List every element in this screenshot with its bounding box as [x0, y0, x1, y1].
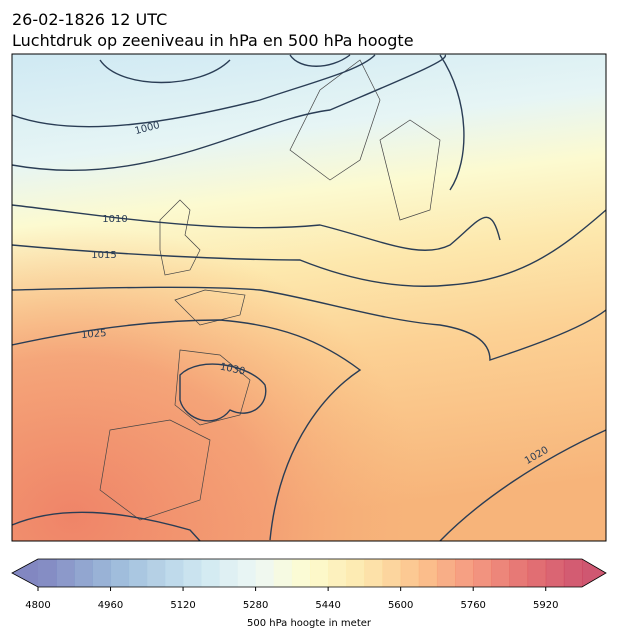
colorbar-segment	[74, 559, 93, 587]
colorbar-tick-label: 5280	[243, 600, 268, 611]
subtitle: Luchtdruk op zeeniveau in hPa en 500 hPa…	[12, 31, 414, 50]
colorbar-segment	[473, 559, 492, 587]
isobar	[12, 286, 606, 361]
colorbar-segment	[310, 559, 329, 587]
colorbar-tick-label: 4960	[98, 600, 123, 611]
isobar-label: 1025	[81, 328, 107, 341]
colorbar-segment	[400, 559, 420, 587]
colorbar-extend	[582, 559, 606, 587]
colorbar-segment	[219, 559, 238, 587]
colorbar-segment	[491, 559, 510, 587]
colorbar-tick-label: 5760	[460, 600, 485, 611]
colorbar-segment	[183, 559, 202, 587]
colorbar-segment	[509, 559, 529, 587]
isobar	[179, 363, 267, 422]
map-frame	[11, 53, 607, 542]
isobar	[12, 204, 501, 252]
colorbar-segment	[110, 559, 130, 587]
colorbar-segment	[545, 559, 565, 587]
isobar	[12, 511, 201, 541]
colorbar-segment	[563, 559, 583, 587]
colorbar-tick-label: 5920	[533, 600, 558, 611]
isobar	[12, 209, 606, 287]
isobar	[12, 54, 465, 191]
isobar	[12, 319, 362, 541]
colorbar-label: 500 hPa hoogte in meter	[247, 618, 372, 629]
colorbar-segment	[527, 559, 547, 587]
title: 26-02-1826 12 UTC	[12, 10, 167, 29]
isobar	[99, 59, 231, 84]
colorbar-segment	[128, 559, 148, 587]
colorbar-segment	[255, 559, 275, 587]
colorbar-segment	[346, 559, 365, 587]
colorbar-segment	[38, 559, 57, 587]
colorbar-segment	[364, 559, 384, 587]
colorbar-segment	[418, 559, 438, 587]
isobar	[289, 54, 351, 67]
height-field-high	[12, 54, 606, 541]
isobar-label: 1015	[91, 250, 116, 261]
colorbar-segment	[436, 559, 456, 587]
colorbar-segment	[92, 559, 112, 587]
isobar-label: 1010	[102, 214, 127, 225]
colorbar-segment	[328, 559, 347, 587]
colorbar-segment	[146, 559, 166, 587]
colorbar-frame	[11, 558, 607, 588]
colorbar-segment	[291, 559, 311, 587]
colorbar-tick-label: 5120	[170, 600, 195, 611]
coastline	[99, 59, 441, 521]
colorbar-segment	[201, 559, 220, 587]
colorbar-tick-label: 5600	[388, 600, 413, 611]
colorbar-segment	[164, 559, 184, 587]
colorbar-extend	[12, 559, 38, 587]
colorbar-segment	[56, 559, 75, 587]
colorbar-segment	[455, 559, 474, 587]
colorbar-tick-label: 4800	[25, 600, 50, 611]
map: 1000 1010 1015 1025 1030 1020	[12, 54, 606, 541]
colorbar: 4800 4960 5120 5280 5440 5600 5760 5920	[11, 558, 607, 611]
isobar	[439, 429, 606, 541]
colorbar-segment	[273, 559, 293, 587]
colorbar-segment	[382, 559, 402, 587]
isobar	[12, 54, 376, 128]
colorbar-segment	[237, 559, 257, 587]
colorbar-tick-label: 5440	[315, 600, 340, 611]
isobar-label: 1030	[219, 362, 246, 378]
